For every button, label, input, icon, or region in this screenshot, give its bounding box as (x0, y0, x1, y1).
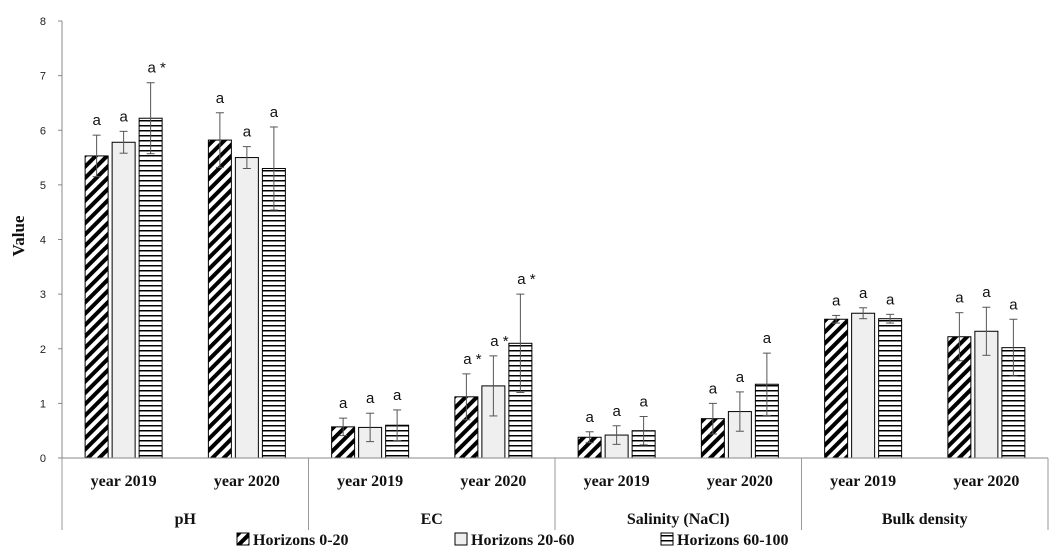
bar-horizons-0-20 (824, 318, 849, 459)
y-axis-label: Value (9, 215, 28, 256)
y-axis: 0 1 2 3 4 5 6 7 8 (40, 16, 63, 465)
y-tick-label: 3 (40, 289, 46, 301)
significance-label: a (832, 292, 841, 309)
bar-horizons-20-60 (851, 312, 876, 459)
significance-label: a (585, 409, 594, 426)
bar-horizons-20-60 (111, 141, 136, 459)
legend: Horizons 0-20 Horizons 20-60 Horizons 60-1… (236, 532, 789, 549)
bar-horizons-20-60 (234, 157, 259, 459)
bar-horizons-0-20 (84, 155, 109, 459)
y-tick-label: 4 (40, 235, 46, 247)
y-tick-label: 7 (40, 71, 46, 83)
group-label: Salinity (NaCl) (627, 511, 730, 528)
group-label: pH (175, 511, 197, 528)
category-label: year 2020 (953, 473, 1019, 490)
bar-horizons-60-100 (878, 318, 903, 459)
y-tick-label: 0 (40, 453, 46, 465)
significance-label: a (339, 395, 348, 412)
significance-label: a (639, 393, 648, 410)
significance-label: a (709, 380, 718, 397)
legend-label: Horizons 60-100 (677, 532, 789, 549)
significance-label: a (859, 285, 868, 302)
y-tick-label: 5 (40, 180, 46, 192)
y-tick-label: 1 (40, 398, 46, 410)
significance-label: a (366, 390, 375, 407)
bar-horizons-60-100 (261, 167, 286, 459)
significance-label: a (119, 108, 128, 125)
category-label: year 2020 (707, 473, 773, 490)
bars: a a a * a a a a a a a * a * a * a a a a a a a a a a a a (84, 60, 1026, 459)
significance-label: a (886, 291, 895, 308)
significance-label: a (612, 403, 621, 420)
y-tick-label: 8 (40, 16, 46, 28)
legend-swatch (660, 532, 674, 546)
bar-horizons-60-100 (138, 117, 163, 459)
significance-label: a (763, 330, 772, 347)
significance-label: a (92, 112, 101, 129)
significance-label: a (736, 369, 745, 386)
legend-label: Horizons 20-60 (471, 532, 575, 549)
category-label: year 2020 (214, 473, 280, 490)
significance-label: a (982, 284, 991, 301)
legend-swatch (236, 532, 250, 546)
y-tick-label: 6 (40, 125, 46, 137)
significance-label: a * (147, 60, 166, 77)
y-tick-label: 2 (40, 344, 46, 356)
significance-label: a * (517, 271, 536, 288)
significance-label: a * (463, 351, 482, 368)
group-label: EC (421, 511, 443, 528)
significance-label: a (216, 90, 225, 107)
significance-label: a * (490, 333, 509, 350)
category-label: year 2020 (460, 473, 526, 490)
category-label: year 2019 (91, 473, 157, 490)
group-label: Bulk density (882, 511, 968, 528)
legend-swatch (454, 532, 468, 546)
category-label: year 2019 (584, 473, 650, 490)
significance-label: a (243, 124, 252, 141)
category-label: year 2019 (337, 473, 403, 490)
significance-label: a (270, 104, 279, 121)
significance-label: a (1009, 296, 1018, 313)
category-label: year 2019 (830, 473, 896, 490)
bar-horizons-0-20 (207, 139, 232, 459)
significance-label: a (393, 387, 402, 404)
legend-label: Horizons 0-20 (253, 532, 349, 549)
x-axis: pH year 2019 year 2020 EC year 2019 year 2020… (61, 457, 1049, 530)
significance-label: a (955, 290, 964, 307)
